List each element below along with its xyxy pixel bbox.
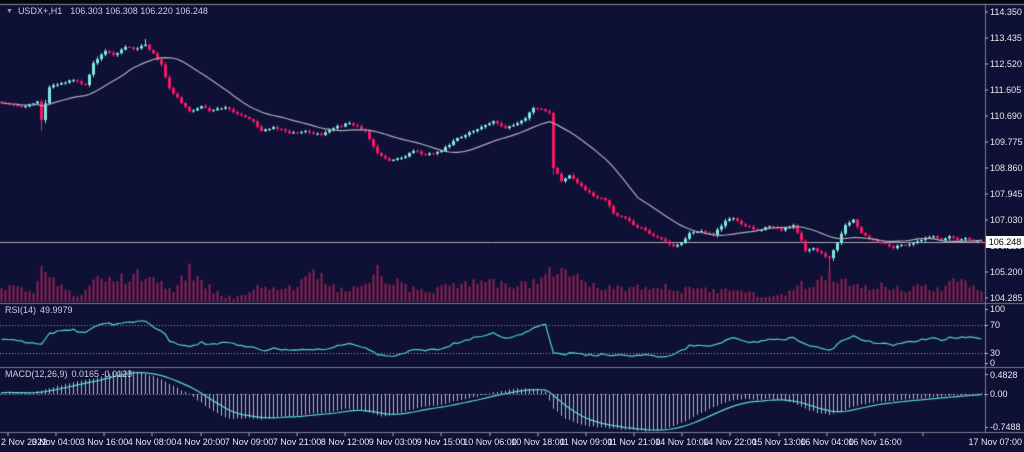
price-axis-label: 109.775: [990, 137, 1023, 148]
time-axis-label: 15 Nov 13:00: [752, 437, 806, 447]
collapse-triangle-icon[interactable]: ▼: [6, 8, 13, 15]
price-axis-label: 114.350: [990, 7, 1022, 17]
time-axis-label: 17 Nov 07:00: [968, 437, 1022, 447]
time-axis-label: 3 Nov 16:00: [79, 437, 129, 447]
time-axis-label: 9 Nov 03:00: [368, 437, 418, 447]
macd-axis-label: 0.00: [990, 389, 1008, 399]
rsi-value: 49.9979: [40, 305, 73, 315]
time-axis-label: 11 Nov 09:00: [559, 437, 613, 447]
rsi-axis-label: 30: [990, 348, 1001, 358]
time-axis-label: 14 Nov 22:00: [703, 437, 757, 447]
time-axis-label: 16 Nov 16:00: [848, 437, 902, 447]
time-axis-label: 8 Nov 12:00: [320, 437, 370, 447]
macd-indicator-label: MACD(12,26,9) 0.0165 -0.0123: [5, 369, 136, 379]
price-axis-label: 104.285: [990, 293, 1023, 304]
rsi-axis-label: 0: [990, 358, 996, 368]
time-axis-label: 2 Nov 2022: [1, 437, 48, 447]
macd-axis-label: -0.7488: [990, 422, 1021, 432]
price-axis-label: 111.605: [990, 85, 1022, 95]
time-axis-label: 4 Nov 08:00: [127, 437, 177, 447]
price-axis-label: 110.690: [990, 111, 1022, 122]
macd-values: 0.0165 -0.0123: [71, 369, 133, 379]
time-axis-label: 16 Nov 04:00: [800, 437, 854, 447]
time-axis-label: 10 Nov 06:00: [463, 437, 517, 447]
macd-name: MACD(12,26,9): [5, 369, 68, 379]
symbol-title-bar: ▼ USDX+,H1 106.303 106.308 106.220 106.248: [6, 6, 208, 16]
time-axis-label: 4 Nov 20:00: [176, 437, 226, 447]
time-axis-label: 10 Nov 18:00: [511, 437, 565, 447]
time-axis-label: 7 Nov 09:00: [224, 437, 274, 447]
price-axis-label: 107.030: [990, 215, 1023, 226]
rsi-indicator-label: RSI(14) 49.9979: [5, 305, 77, 315]
time-axis-label: 3 Nov 04:00: [31, 437, 81, 447]
time-axis-label: 7 Nov 21:00: [272, 437, 322, 447]
price-axis-label: 108.860: [990, 163, 1023, 174]
ohlc-readout: 106.303 106.308 106.220 106.248: [70, 6, 208, 16]
symbol-label: USDX+,H1: [17, 6, 63, 16]
current-price-badge: 106.248: [986, 236, 1024, 248]
time-axis-label: 14 Nov 10:00: [655, 437, 709, 447]
price-axis-label: 105.200: [990, 267, 1023, 278]
time-axis-label: 11 Nov 21:00: [607, 437, 661, 447]
price-axis-label: 112.520: [990, 59, 1022, 69]
rsi-axis-label: 100: [990, 304, 1006, 314]
time-axis-label: 9 Nov 15:00: [416, 437, 466, 447]
macd-axis-label: 0.4828: [990, 370, 1018, 380]
rsi-axis-label: 70: [990, 320, 1001, 330]
price-axis-label: 107.945: [990, 189, 1023, 200]
rsi-name: RSI(14): [5, 305, 37, 315]
price-axis-label: 113.435: [990, 33, 1022, 43]
